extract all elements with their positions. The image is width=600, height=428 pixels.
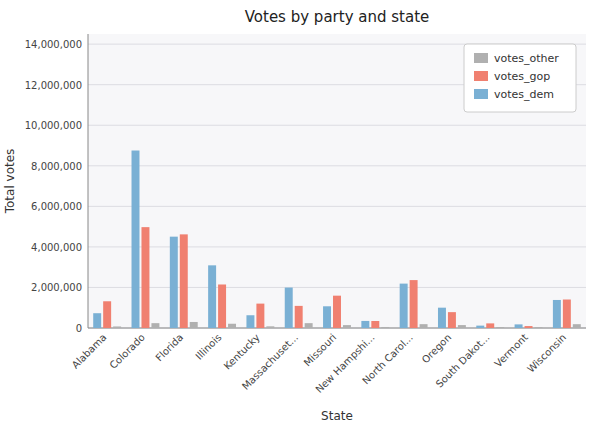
chart-container: 0 2,000,000 4,000,000 6,000,000 8,000,000 10,…	[0, 0, 600, 428]
legend: votes_other votes_gop votes_dem	[464, 44, 576, 112]
bar	[553, 300, 561, 328]
bar	[256, 304, 264, 328]
bar	[371, 321, 379, 328]
bar	[218, 284, 226, 328]
bar	[151, 323, 159, 328]
bar	[573, 324, 581, 328]
bar	[381, 327, 389, 328]
legend-swatch	[474, 71, 488, 81]
x-tick-label: Colorado	[107, 332, 146, 371]
x-tick-label: Massachuset...	[240, 332, 300, 392]
chart: 0 2,000,000 4,000,000 6,000,000 8,000,000 10,…	[0, 0, 600, 428]
plot-background	[88, 34, 586, 328]
x-tick-label: Vermont	[492, 332, 530, 370]
bar	[333, 296, 341, 328]
bar	[132, 151, 140, 328]
x-tick-label: Illinois	[193, 332, 223, 362]
bar	[343, 325, 351, 328]
bar	[295, 306, 303, 328]
bar	[228, 324, 236, 328]
y-axis-line	[88, 34, 89, 328]
grid-line	[88, 287, 586, 288]
y-tick-label: 12,000,000	[25, 80, 82, 91]
bar	[361, 321, 369, 328]
y-tick-label: 10,000,000	[25, 120, 82, 131]
legend-label: votes_dem	[494, 88, 554, 101]
grid-line	[88, 125, 586, 126]
legend-box	[464, 44, 576, 112]
x-axis: AlabamaColoradoFlorida IllinoisKentuckyMa…	[70, 332, 569, 395]
bar	[448, 312, 456, 328]
y-tick-label: 2,000,000	[31, 282, 82, 293]
bar	[476, 326, 484, 328]
bar	[458, 325, 466, 328]
legend-label: votes_other	[494, 52, 559, 65]
bar	[535, 327, 543, 328]
x-axis-label: State	[321, 409, 353, 423]
bar	[323, 306, 331, 328]
bar	[208, 265, 216, 328]
bars	[93, 151, 581, 328]
grid-line	[88, 246, 586, 247]
grid-line	[88, 165, 586, 166]
x-tick-label: Missouri	[302, 332, 339, 369]
y-axis: 0 2,000,000 4,000,000 6,000,000 8,000,000 10,…	[25, 34, 586, 334]
y-tick-label: 14,000,000	[25, 39, 82, 50]
x-tick-label: Florida	[153, 332, 185, 364]
x-tick-label: Wisconsin	[525, 332, 568, 375]
bar	[285, 288, 293, 328]
x-tick-label: Oregon	[420, 332, 454, 366]
bar	[103, 301, 111, 328]
bar	[563, 300, 571, 328]
grid-line	[88, 206, 586, 207]
bar	[496, 327, 504, 328]
x-tick-label: Kentucky	[222, 332, 262, 372]
legend-label: votes_gop	[494, 70, 550, 83]
bar	[420, 324, 428, 328]
legend-swatch	[474, 53, 488, 63]
bar	[246, 315, 254, 328]
bar	[113, 326, 121, 328]
bar	[170, 237, 178, 328]
bar	[190, 322, 198, 328]
x-tick-label: South Dakot...	[434, 332, 492, 390]
bar	[305, 323, 313, 328]
y-axis-label: Total votes	[3, 149, 17, 215]
bar	[180, 234, 188, 328]
bar	[438, 308, 446, 328]
chart-title: Votes by party and state	[245, 8, 430, 26]
legend-swatch	[474, 89, 488, 99]
bar	[515, 324, 523, 328]
bar	[93, 313, 101, 328]
bar	[410, 280, 418, 328]
y-tick-label: 8,000,000	[31, 161, 82, 172]
bar	[486, 323, 494, 328]
bar	[266, 326, 274, 328]
bar	[141, 227, 149, 328]
y-tick-label: 4,000,000	[31, 242, 82, 253]
y-tick-label: 6,000,000	[31, 201, 82, 212]
bar	[400, 284, 408, 328]
x-tick-label: Alabama	[70, 332, 109, 371]
x-tick-label: North Carol...	[360, 332, 415, 387]
bar	[525, 326, 533, 328]
y-tick-label: 0	[76, 323, 82, 334]
